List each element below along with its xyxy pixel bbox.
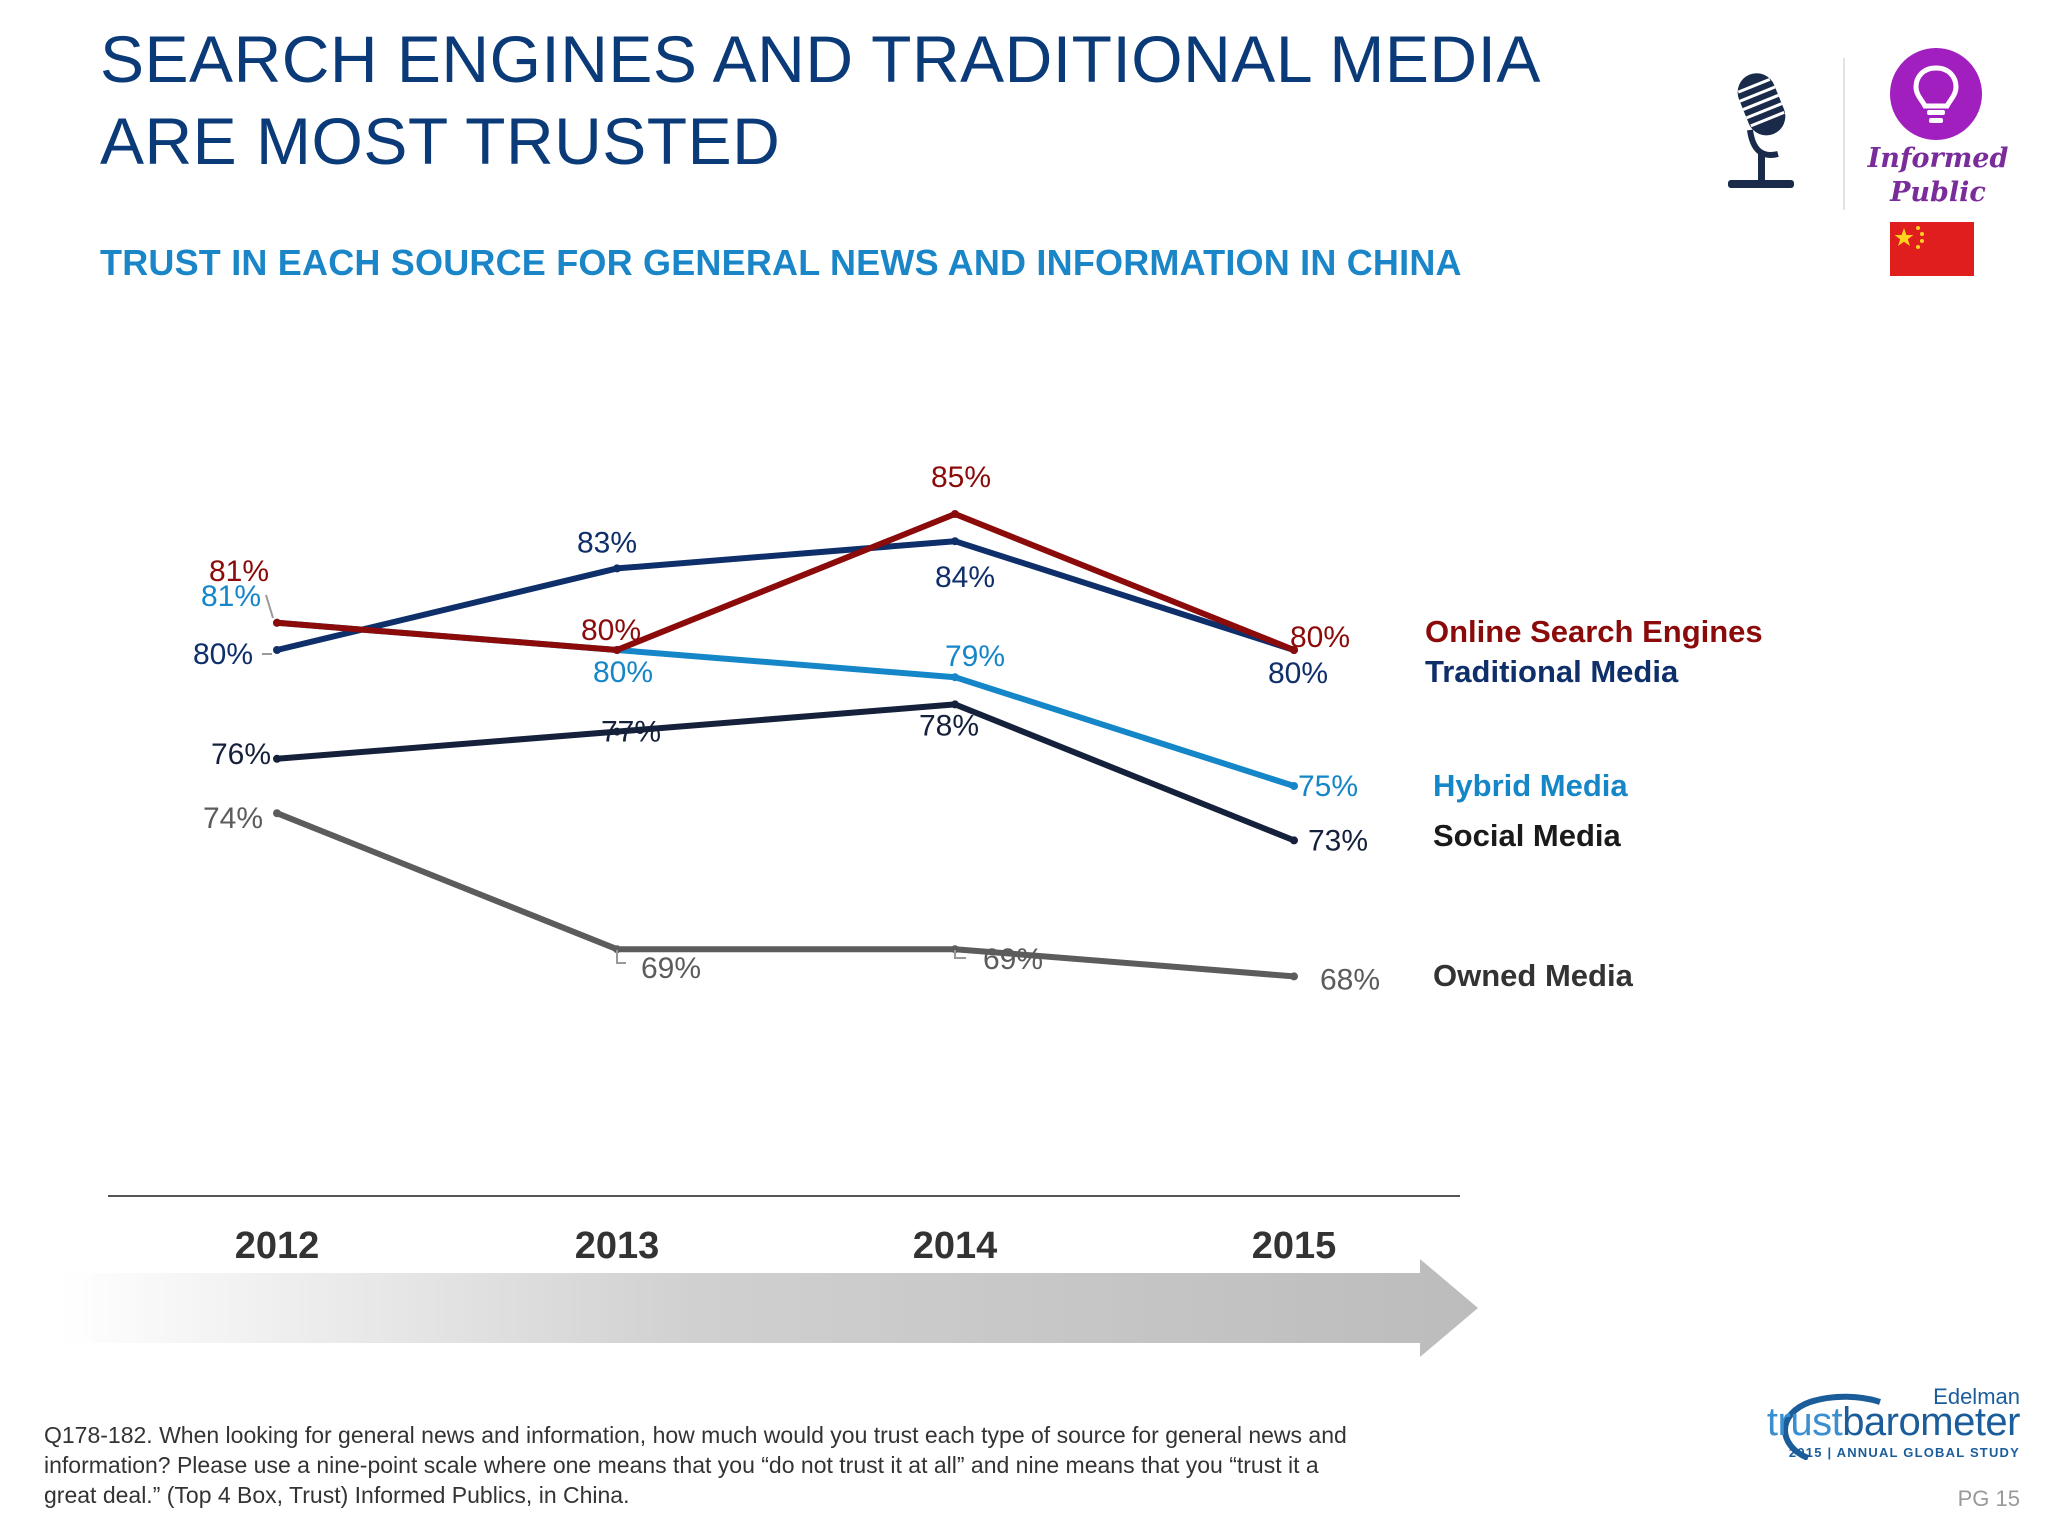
china-flag-icon: [1890, 222, 1974, 276]
data-label-search-2014: 85%: [931, 461, 991, 494]
data-point-owned-2014: [951, 945, 959, 954]
data-label-owned-2012: 74%: [203, 802, 263, 835]
data-point-owned-2012: [273, 809, 281, 818]
data-point-traditional-2013: [613, 564, 621, 573]
data-labels: 81%80%85%80%80%83%84%80%81%80% 79%75%76%7…: [193, 461, 1380, 996]
line-chart: 2012 2013 2014 2015 81%80%85%80%80%83%84%80…: [60, 461, 1763, 1357]
timeline-arrow: [60, 1259, 1478, 1357]
leader-owned-2014: [954, 950, 966, 959]
data-point-owned-2013: [613, 945, 621, 954]
leader-search-2012: [265, 594, 274, 619]
series-line-social: [274, 701, 1297, 844]
data-label-traditional-2014: 84%: [935, 561, 995, 594]
series-line-owned: [274, 810, 1297, 980]
data-label-traditional-2013: 83%: [577, 526, 637, 559]
data-label-social-2014: 78%: [919, 709, 979, 742]
legend-label-search: Online Search Engines: [1425, 614, 1763, 649]
data-label-hybrid-2015: 75%: [1298, 770, 1358, 803]
x-tick-label-2015: 2015: [1252, 1225, 1337, 1267]
data-label-hybrid-2014: 79%: [945, 640, 1005, 673]
data-label-traditional-2015: 80%: [1268, 657, 1328, 690]
data-label-search-2012: 81%: [209, 555, 269, 588]
legend-label-traditional: Traditional Media: [1425, 654, 1679, 689]
data-point-social-2014: [951, 700, 959, 709]
data-label-hybrid-2012: 81%: [201, 580, 261, 613]
data-label-owned-2015: 68%: [1320, 963, 1380, 996]
legend-label-social: Social Media: [1433, 818, 1622, 853]
title-line-2: ARE MOST TRUSTED: [100, 104, 781, 178]
series-line-traditional: [274, 538, 1297, 653]
data-point-traditional-2014: [951, 537, 959, 546]
leader-owned-2013: [616, 950, 626, 964]
data-point-hybrid-2015: [1290, 782, 1298, 790]
data-point-search-2015: [1290, 646, 1298, 654]
title-line-1: SEARCH ENGINES AND TRADITIONAL MEDIA: [100, 22, 1541, 96]
data-point-social-2013: [613, 727, 621, 736]
badge-label-line-2: Public: [1890, 177, 1986, 208]
legend-label-owned: Owned Media: [1433, 958, 1634, 993]
data-label-traditional-2012: 80%: [193, 638, 253, 671]
lightbulb-icon: [1890, 48, 1982, 140]
badge-divider: [1843, 58, 1845, 210]
label-leader-lines: [262, 594, 966, 964]
x-tick-label-2012: 2012: [235, 1225, 320, 1267]
data-label-search-2015: 80%: [1290, 621, 1350, 654]
badge-label-line-1: Informed: [1867, 143, 2009, 174]
data-point-search-2014: [951, 510, 959, 518]
brand-trustbarometer: trustbarometer: [1766, 1400, 2021, 1445]
data-point-social-2012: [273, 754, 281, 763]
microphone-icon: [1728, 73, 1794, 188]
informed-public-label: Informed Public: [1850, 142, 2026, 210]
brand-edelman: Edelman: [1933, 1384, 2020, 1409]
data-point-search-2012: [273, 618, 281, 627]
data-label-hybrid-2013: 80%: [593, 656, 653, 689]
data-point-search-2013: [613, 646, 621, 654]
x-tick-label-2013: 2013: [575, 1225, 660, 1267]
brand-trust: trust: [1766, 1400, 1843, 1444]
data-label-social-2012: 76%: [211, 738, 271, 771]
data-point-hybrid-2014: [951, 673, 959, 682]
brand-study: 2015 | ANNUAL GLOBAL STUDY: [1788, 1445, 2020, 1460]
trustbarometer-swoosh-icon: [1782, 1393, 1881, 1460]
chart-subtitle: TRUST IN EACH SOURCE FOR GENERAL NEWS AN…: [100, 242, 1462, 283]
x-axis: 2012 2013 2014 2015: [235, 1225, 1337, 1267]
page-number: PG 15: [1957, 1486, 2020, 1511]
data-label-search-2013: 80%: [581, 614, 641, 647]
legend: Online Search Engines Traditional Media Hy…: [1425, 614, 1763, 993]
series-line-search: [274, 511, 1297, 653]
series-line-hybrid: [274, 619, 1297, 789]
data-point-social-2015: [1290, 836, 1298, 845]
data-label-social-2015: 73%: [1308, 824, 1368, 857]
legend-label-hybrid: Hybrid Media: [1433, 768, 1628, 803]
footnote: Q178-182. When looking for general news …: [44, 1422, 1347, 1508]
data-point-traditional-2012: [273, 646, 281, 654]
brand-barometer: barometer: [1842, 1400, 2020, 1444]
page-title: SEARCH ENGINES AND TRADITIONAL MEDIA ARE…: [100, 18, 1541, 182]
series-lines: [273, 510, 1298, 981]
data-label-owned-2014: 69%: [983, 943, 1043, 976]
data-label-social-2013: 77%: [601, 716, 661, 749]
x-tick-label-2014: 2014: [913, 1225, 998, 1267]
data-label-owned-2013: 69%: [641, 952, 701, 985]
data-point-owned-2015: [1290, 972, 1298, 981]
